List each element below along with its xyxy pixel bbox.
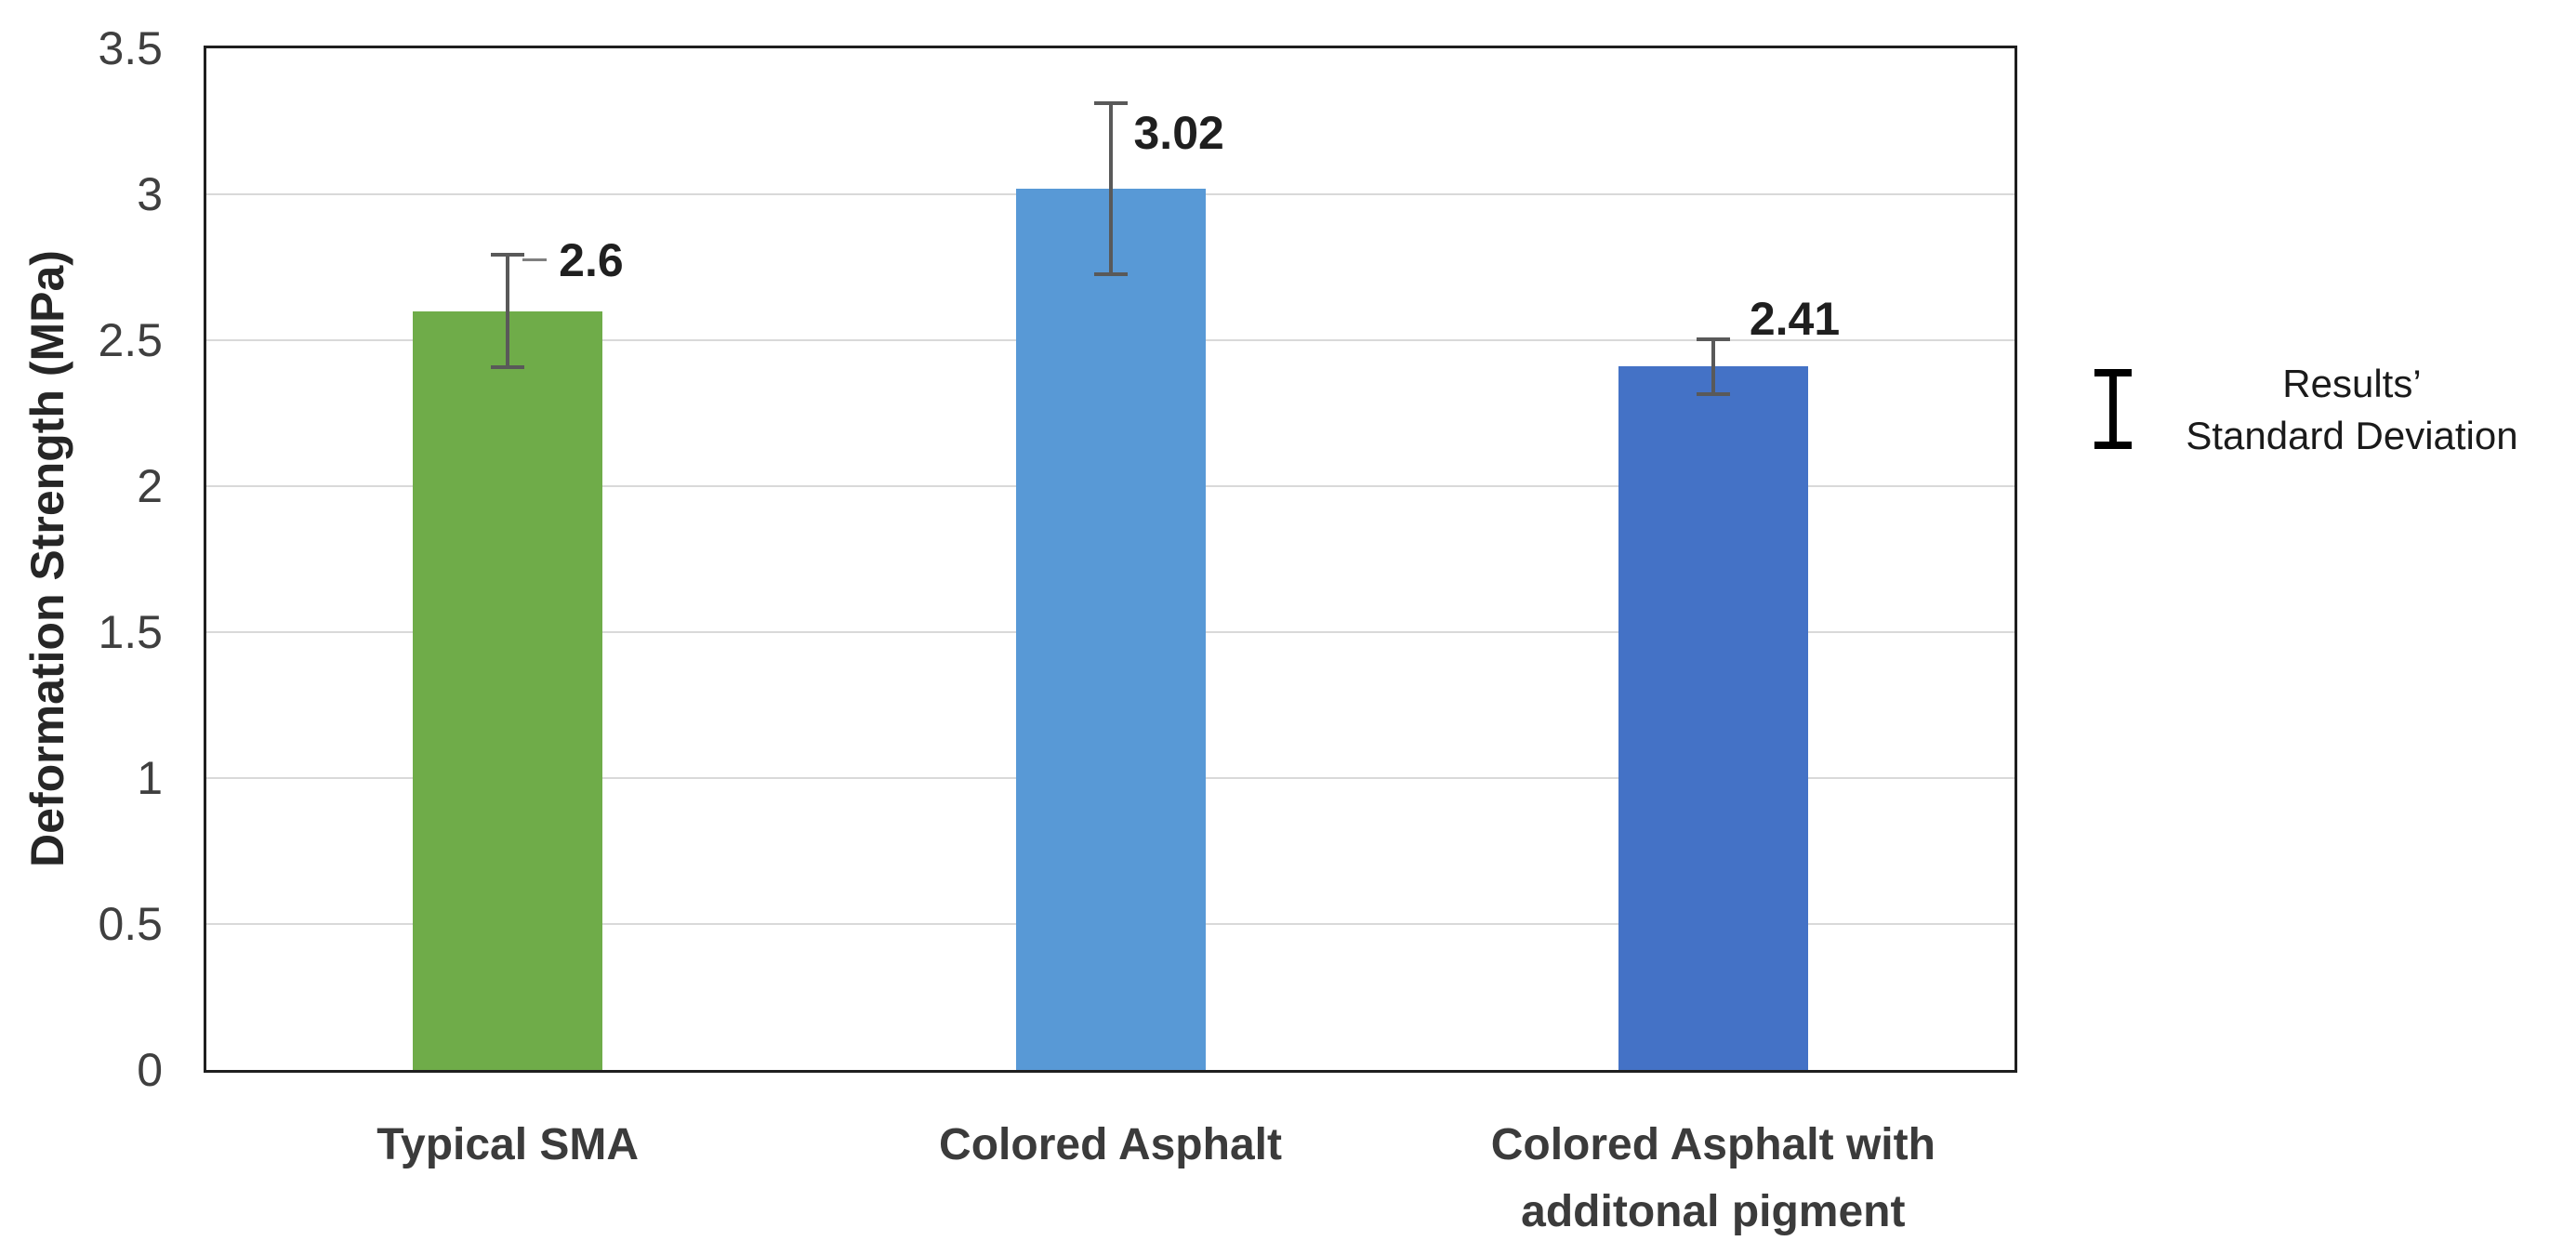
y-tick-label: 0: [137, 1044, 163, 1096]
error-bar-bottom-cap: [1696, 391, 1730, 396]
y-tick-label: 0.5: [98, 898, 163, 950]
bar: [413, 310, 603, 1070]
legend: Results’ Standard Deviation: [2082, 353, 2576, 465]
legend-label: Results’ Standard Deviation: [2166, 358, 2538, 462]
y-tick-label: 1: [137, 752, 163, 804]
error-bar-icon-bottom-cap: [2094, 442, 2132, 449]
error-bar: [1711, 337, 1715, 396]
error-bar-bottom-cap: [491, 365, 525, 370]
y-tick-label: 2: [137, 460, 163, 512]
y-tick-label: 2.5: [98, 314, 163, 366]
error-bar-icon: [2094, 369, 2132, 449]
bar-value-label: 3.02: [1133, 106, 1224, 159]
bar-value-label: 2.41: [1749, 292, 1841, 345]
error-bar-icon-stem: [2109, 369, 2117, 449]
y-tick-label: 3: [137, 168, 163, 220]
error-bar-bottom-cap: [1093, 271, 1128, 276]
legend-label-line-2: Standard Deviation: [2186, 414, 2518, 457]
error-bar-top-cap: [1093, 100, 1128, 105]
y-tick-label: 1.5: [98, 606, 163, 658]
label-leader-line: [522, 257, 548, 261]
legend-label-line-1: Results’: [2282, 362, 2422, 405]
bar: [1618, 366, 1808, 1070]
category-label: Colored Asphalt with additonal pigment: [1490, 1120, 1935, 1236]
error-bar-top-cap: [1696, 337, 1730, 341]
error-bar: [1108, 100, 1113, 276]
category-label: Typical SMA: [376, 1120, 640, 1169]
bar: [1015, 188, 1206, 1070]
bar-value-label: 2.6: [559, 233, 624, 286]
plot-area: 2.6 3.02 2.41: [204, 46, 2017, 1073]
category-label: Colored Asphalt: [939, 1120, 1282, 1169]
error-bar: [506, 252, 510, 370]
error-bar-top-cap: [491, 252, 525, 257]
y-tick-label: 3.5: [98, 22, 163, 74]
